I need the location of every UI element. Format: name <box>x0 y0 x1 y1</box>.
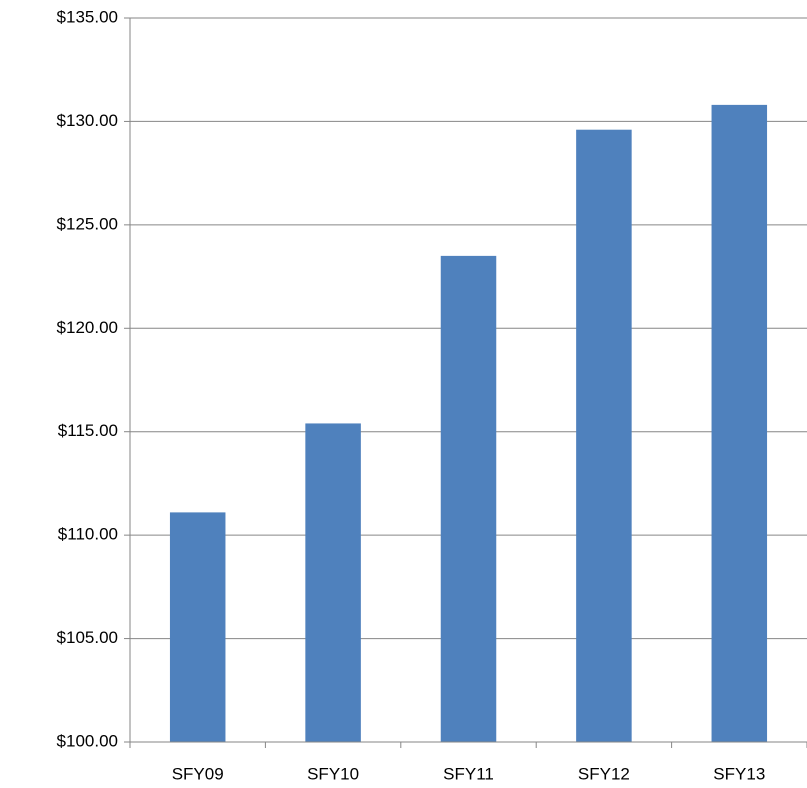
bar <box>576 129 632 742</box>
y-tick-label: $100.00 <box>57 731 118 750</box>
y-tick-label: $135.00 <box>57 7 118 26</box>
y-tick-label: $120.00 <box>57 318 118 337</box>
y-tick-label: $125.00 <box>57 214 118 233</box>
x-tick-label: SFY11 <box>443 764 494 783</box>
y-tick-label: $110.00 <box>58 525 118 544</box>
x-tick-label: SFY13 <box>713 764 765 783</box>
x-tick-label: SFY09 <box>172 764 224 783</box>
y-tick-label: $115.00 <box>58 421 118 440</box>
bar <box>169 512 226 742</box>
y-tick-label: $105.00 <box>57 628 118 647</box>
bar <box>440 255 497 742</box>
y-tick-label: $130.00 <box>57 111 118 130</box>
x-tick-label: SFY10 <box>307 764 359 783</box>
bar <box>711 104 768 742</box>
bar <box>305 423 361 742</box>
x-tick-label: SFY12 <box>578 764 630 783</box>
